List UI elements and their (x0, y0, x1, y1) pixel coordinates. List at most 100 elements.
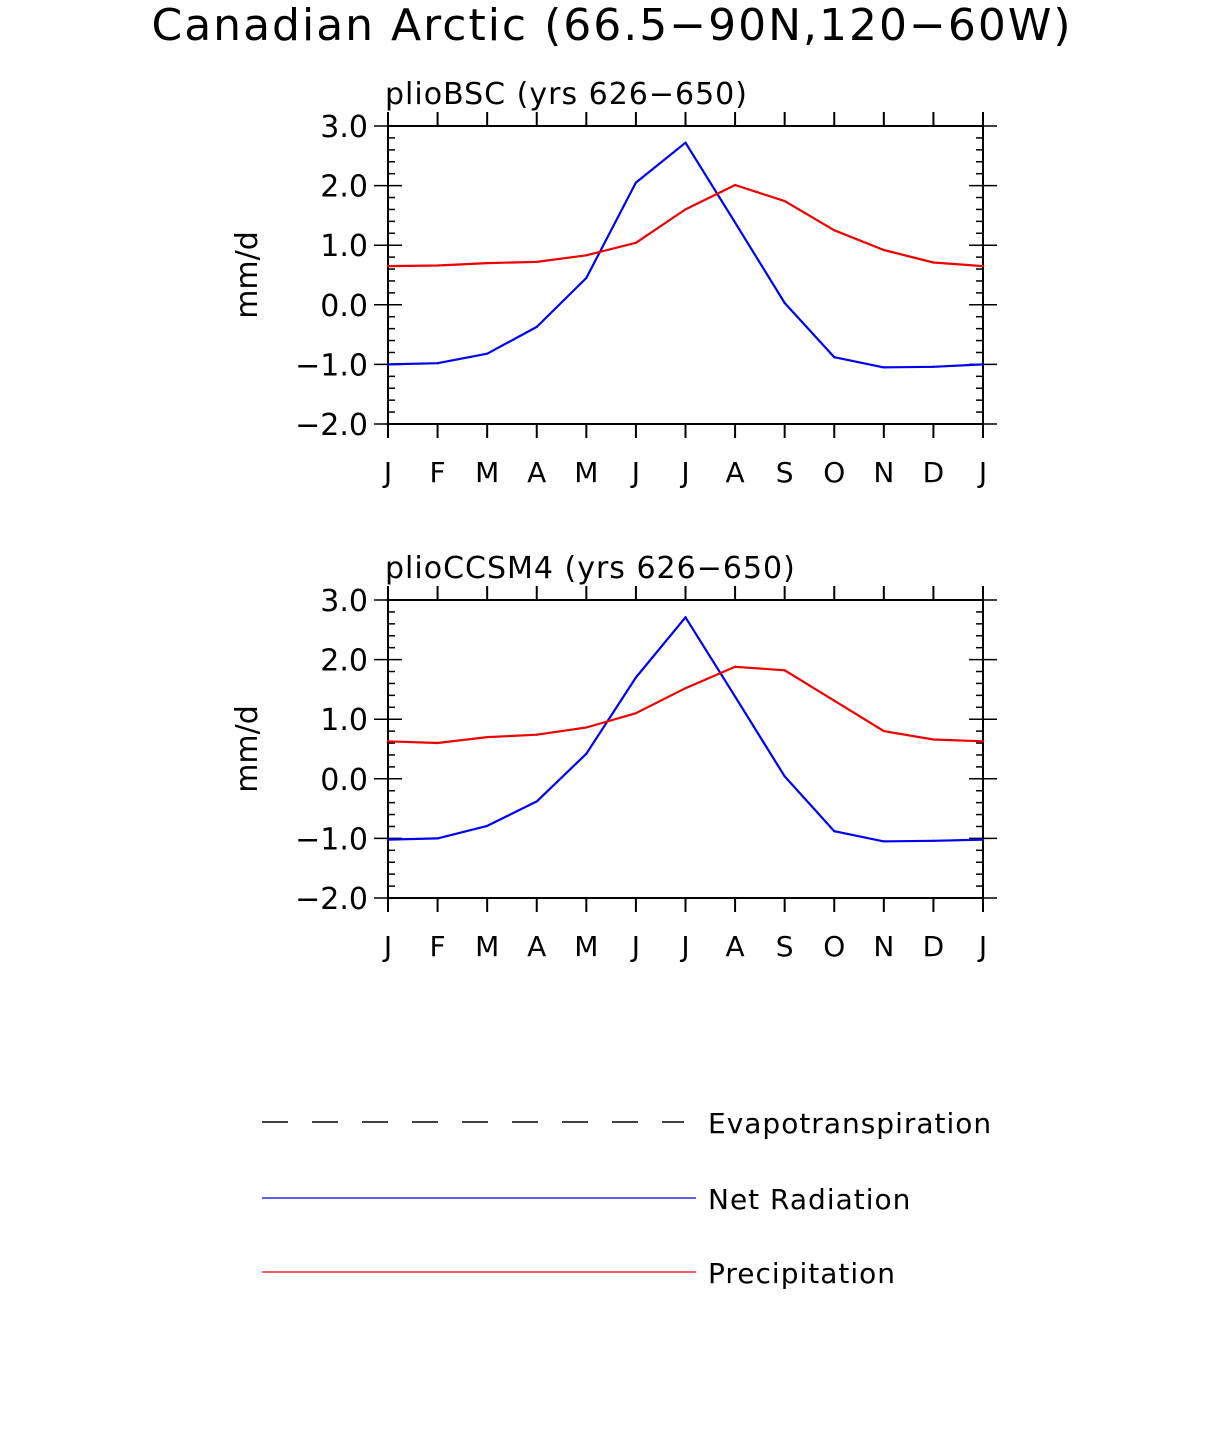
y-tick-label: 2.0 (320, 170, 368, 205)
plot-frame (387, 599, 984, 899)
x-ticks (387, 112, 984, 438)
x-tick-label: J (630, 930, 640, 963)
data-point (833, 699, 836, 702)
x-tick-label: D (923, 456, 945, 489)
y-tick-label: 0.0 (320, 763, 368, 798)
series-line (387, 616, 984, 843)
data-point (882, 730, 885, 733)
legend-label: Net Radiation (708, 1183, 911, 1216)
data-point (535, 733, 538, 736)
x-tick-label: J (630, 456, 640, 489)
data-point (486, 735, 489, 739)
data-point (386, 264, 390, 268)
y-ticks (374, 125, 997, 425)
series-line (387, 665, 984, 745)
data-point (882, 248, 885, 252)
data-point (981, 740, 985, 743)
series-net-radiation (386, 141, 985, 369)
data-point (783, 669, 786, 672)
y-ticks (374, 599, 997, 899)
chart-title: plioCCSM4 (yrs 626−650) (385, 551, 796, 586)
chart-panel-1: plioBSC (yrs 626−650) mm/d 3.0 2.0 1.0 0.0 −1.… (230, 77, 997, 489)
chart-title: plioBSC (yrs 626−650) (385, 77, 748, 112)
data-point (634, 676, 638, 679)
data-point (386, 363, 390, 366)
y-tick-label: 3.0 (320, 584, 368, 619)
x-tick-label: M (574, 456, 598, 489)
data-point (634, 241, 638, 244)
x-tick-label: J (382, 456, 392, 489)
data-point (882, 366, 885, 369)
x-tick-label: M (574, 930, 598, 963)
x-tick-label: A (726, 930, 745, 963)
x-tick-label: S (776, 930, 794, 963)
data-point (436, 837, 439, 840)
y-tick-label: 1.0 (320, 229, 368, 264)
data-point (684, 687, 687, 690)
figure-title: Canadian Arctic (66.5−90N,120−60W) (152, 0, 1073, 51)
data-point (733, 183, 737, 187)
series-line (387, 183, 984, 268)
data-point (535, 260, 538, 263)
data-point (932, 365, 935, 368)
legend-item-evapotranspiration: Evapotranspiration (262, 1107, 992, 1140)
x-tick-label: S (776, 456, 794, 489)
x-tick-label: J (977, 930, 987, 963)
data-point (932, 261, 935, 264)
x-tick-label: D (923, 930, 945, 963)
data-point (436, 741, 439, 745)
chart-panel-2: plioCCSM4 (yrs 626−650) mm/d 3.0 2.0 1.0 0.0 −… (230, 551, 997, 963)
chart-panels: plioBSC (yrs 626−650) mm/d 3.0 2.0 1.0 0.0 −1.… (230, 77, 997, 963)
y-axis-label: mm/d (230, 231, 265, 319)
x-tick-label: N (873, 930, 894, 963)
legend-label: Precipitation (708, 1257, 896, 1290)
data-point (733, 695, 737, 698)
y-tick-label: −2.0 (295, 408, 368, 443)
x-ticks (387, 586, 984, 912)
data-point (634, 712, 638, 715)
data-point (981, 363, 985, 366)
x-tick-label: A (527, 456, 546, 489)
data-point (436, 264, 439, 267)
y-tick-label: 3.0 (320, 110, 368, 145)
data-point (486, 824, 489, 827)
data-point (932, 738, 935, 741)
data-point (585, 254, 588, 257)
x-tick-label: A (726, 456, 745, 489)
legend-item-precipitation: Precipitation (262, 1257, 896, 1290)
data-point (733, 665, 737, 668)
data-point (535, 325, 538, 328)
data-point (932, 839, 935, 842)
x-tick-label: M (475, 930, 499, 963)
series-net-radiation (386, 616, 985, 843)
data-point (684, 616, 687, 619)
data-point (386, 740, 390, 743)
data-point (733, 221, 737, 224)
legend-item-net-radiation: Net Radiation (262, 1183, 911, 1216)
data-point (981, 838, 985, 841)
x-tick-label: A (527, 930, 546, 963)
x-tick-label: N (873, 456, 894, 489)
legend: Evapotranspiration Net Radiation Precipita… (262, 1107, 992, 1290)
legend-label: Evapotranspiration (708, 1107, 992, 1140)
y-tick-label: 0.0 (320, 289, 368, 324)
series-line (387, 141, 984, 369)
x-tick-label: M (475, 456, 499, 489)
data-point (783, 775, 786, 778)
data-point (684, 208, 687, 211)
data-point (981, 264, 985, 268)
data-point (436, 362, 439, 365)
x-tick-label: F (430, 930, 446, 963)
x-tick-label: J (679, 456, 689, 489)
data-point (783, 301, 786, 305)
series-precipitation (386, 665, 985, 745)
data-point (585, 752, 588, 755)
data-point (386, 838, 390, 841)
y-axis-label: mm/d (230, 705, 265, 793)
x-tick-label: O (823, 930, 845, 963)
x-tick-label: J (382, 930, 392, 963)
plot-frame (387, 125, 984, 425)
y-tick-label: −1.0 (295, 348, 368, 383)
data-point (684, 141, 687, 144)
